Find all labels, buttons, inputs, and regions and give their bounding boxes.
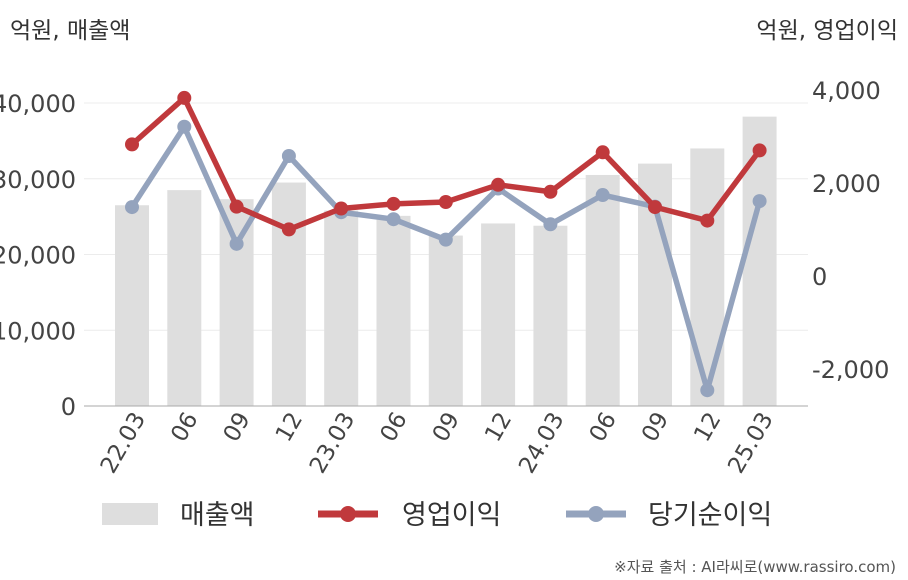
x-tick-label: 12 [480, 408, 517, 446]
bar [271, 182, 306, 406]
left-y-tick-label: 10,000 [0, 317, 76, 345]
data-point [595, 145, 610, 160]
left-y-tick-label: 30,000 [0, 166, 76, 194]
data-point [752, 194, 767, 209]
line-series [125, 90, 767, 398]
right-y-tick-label: -2,000 [812, 356, 889, 384]
data-point [334, 201, 349, 216]
x-tick-label: 12 [271, 408, 308, 446]
data-point [386, 212, 401, 227]
data-point [386, 196, 401, 211]
x-tick-label: 06 [376, 408, 413, 446]
bar [585, 174, 620, 406]
legend: 매출액 영업이익 당기순이익 [102, 500, 772, 531]
x-tick-label: 06 [585, 408, 622, 446]
bar [742, 116, 777, 406]
right-y-tick-label: 4,000 [812, 77, 881, 105]
x-tick-label: 23.03 [305, 408, 360, 478]
x-tick-label: 09 [428, 408, 465, 446]
data-point [229, 199, 244, 214]
x-tick-label: 24.03 [514, 408, 569, 478]
left-y-tick-label: 40,000 [0, 90, 76, 118]
bar [533, 225, 568, 406]
x-tick-label: 22.03 [96, 408, 151, 478]
x-tick-label: 06 [166, 408, 203, 446]
data-point [281, 148, 296, 163]
bar [324, 210, 359, 406]
data-point [177, 90, 192, 105]
x-tick-label: 25.03 [723, 408, 778, 478]
bar [376, 215, 411, 406]
data-point [229, 236, 244, 251]
right-y-tick-label: 0 [812, 263, 827, 291]
source-note: ※자료 출처 : AI라씨로(www.rassiro.com) [614, 558, 896, 576]
data-point [700, 213, 715, 228]
legend-marker-operating-profit [340, 506, 356, 522]
right-y-tick-labels: -2,000 0 2,000 4,000 [812, 77, 889, 384]
bar [481, 223, 516, 406]
bar [115, 205, 149, 406]
x-tick-label: 09 [219, 408, 256, 446]
right-y-tick-label: 2,000 [812, 170, 881, 198]
data-point [543, 217, 558, 232]
legend-label-net-income: 당기순이익 [648, 500, 772, 531]
left-y-tick-labels: 0 10,000 20,000 30,000 40,000 [0, 90, 76, 421]
bar [690, 148, 725, 406]
left-axis-unit-label: 억원, 매출액 [10, 18, 130, 44]
data-point [752, 143, 767, 158]
legend-label-operating-profit: 영업이익 [402, 500, 501, 531]
data-point [595, 188, 610, 203]
data-point [491, 177, 506, 192]
x-tick-label: 12 [689, 408, 726, 446]
legend-marker-net-income [588, 506, 604, 522]
legend-label-revenue: 매출액 [180, 500, 255, 531]
data-point [281, 222, 296, 237]
bar [428, 235, 463, 406]
data-point [125, 137, 139, 152]
bar [167, 190, 202, 406]
data-point [438, 232, 453, 247]
x-tick-label: 09 [637, 408, 674, 446]
bar [219, 199, 254, 406]
bar-series [115, 116, 777, 406]
data-point [438, 194, 453, 209]
left-y-tick-label: 20,000 [0, 242, 76, 270]
data-point [125, 200, 139, 215]
data-point [700, 383, 715, 398]
legend-swatch-revenue [102, 503, 158, 525]
right-axis-unit-label: 억원, 영업이익 [756, 18, 898, 44]
data-point [543, 184, 558, 199]
data-point [177, 119, 192, 134]
data-point [648, 200, 662, 215]
left-y-tick-label: 0 [61, 393, 76, 421]
